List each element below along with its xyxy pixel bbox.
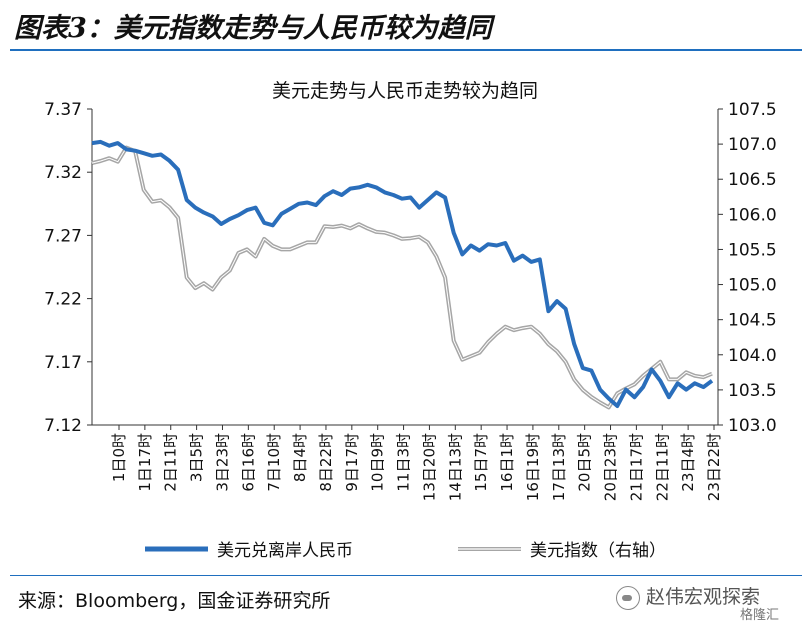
right-tick-label: 106.0 xyxy=(728,205,777,225)
x-tick-label: 23日4时 xyxy=(679,433,697,492)
x-tick-label: 10日9时 xyxy=(369,433,387,492)
right-tick-label: 103.0 xyxy=(728,416,777,436)
left-tick-label: 7.22 xyxy=(44,290,82,310)
x-tick-label: 8日4时 xyxy=(291,433,309,482)
x-tick-label: 20日23时 xyxy=(602,433,620,501)
x-tick-label: 1日17时 xyxy=(136,433,154,492)
x-tick-label: 8日22时 xyxy=(317,433,335,492)
series-line-usdcnh xyxy=(91,139,714,408)
x-tick-label: 3日5时 xyxy=(188,433,206,482)
plot-lines xyxy=(91,139,714,410)
legend-label-dxy: 美元指数（右轴） xyxy=(530,541,666,561)
watermark-secondary: 格隆汇 xyxy=(740,608,780,623)
right-tick-label: 104.5 xyxy=(728,311,777,331)
source-note: 来源：Bloomberg，国金证券研究所 xyxy=(18,590,331,612)
right-tick-label: 107.5 xyxy=(728,100,777,120)
x-tick-label: 22日11时 xyxy=(653,433,671,501)
left-axis-ticks: 7.12 7.17 7.22 7.27 7.32 7.37 xyxy=(44,100,92,436)
right-tick-label: 103.5 xyxy=(728,381,777,401)
right-tick-label: 105.5 xyxy=(728,240,777,260)
watermark-text: 赵伟宏观探索 xyxy=(646,586,761,608)
legend: 美元兑离岸人民币 美元指数（右轴） xyxy=(145,541,666,561)
left-tick-label: 7.27 xyxy=(44,226,82,246)
left-tick-label: 7.17 xyxy=(44,353,82,373)
legend-label-cnh: 美元兑离岸人民币 xyxy=(217,541,353,561)
left-tick-label: 7.32 xyxy=(44,163,82,183)
right-tick-label: 107.0 xyxy=(728,135,777,155)
x-tick-label: 1日0时 xyxy=(110,433,128,482)
wechat-icon xyxy=(616,585,640,610)
x-tick-label: 16日1时 xyxy=(498,433,516,492)
x-tick-label: 23日22时 xyxy=(705,433,723,501)
chart-title: 美元走势与人民币走势较为趋同 xyxy=(272,80,538,102)
right-tick-label: 105.0 xyxy=(728,276,777,296)
left-tick-label: 7.37 xyxy=(44,100,82,120)
left-tick-label: 7.12 xyxy=(44,416,82,436)
x-tick-label: 2日11时 xyxy=(162,433,180,492)
x-tick-label: 13日20时 xyxy=(420,433,438,501)
x-tick-label: 20日5时 xyxy=(576,433,594,492)
top-rule xyxy=(10,49,802,51)
x-tick-label: 17日13时 xyxy=(550,433,568,501)
series-line-dollar-index-inner xyxy=(91,147,713,408)
right-tick-label: 104.0 xyxy=(728,346,777,366)
x-tick-label: 3日23时 xyxy=(213,433,231,492)
x-tick-label: 7日10时 xyxy=(265,433,283,492)
x-tick-label: 6日16时 xyxy=(239,433,257,492)
right-tick-label: 106.5 xyxy=(728,170,777,190)
x-tick-label: 11日3时 xyxy=(395,433,413,492)
bottom-rule xyxy=(10,575,802,576)
figure-title: 图表3：美元指数走势与人民币较为趋同 xyxy=(14,13,492,44)
x-tick-label: 15日7时 xyxy=(472,433,490,492)
watermark: 赵伟宏观探索 xyxy=(616,582,760,610)
x-tick-label: 9日17时 xyxy=(343,433,361,492)
x-tick-label: 14日13时 xyxy=(446,433,464,501)
x-axis-ticks: 1日0时 1日17时 2日11时 3日5时 3日23时 6日16时 7日10时 8日4时 8日2… xyxy=(110,425,723,501)
series-line-dollar-index xyxy=(91,145,713,410)
right-axis-ticks: 103.0 103.5 104.0 104.5 105.0 105.5 106.0 106.5… xyxy=(718,100,777,436)
x-tick-label: 16日19时 xyxy=(524,433,542,501)
x-tick-label: 21日17时 xyxy=(627,433,645,501)
